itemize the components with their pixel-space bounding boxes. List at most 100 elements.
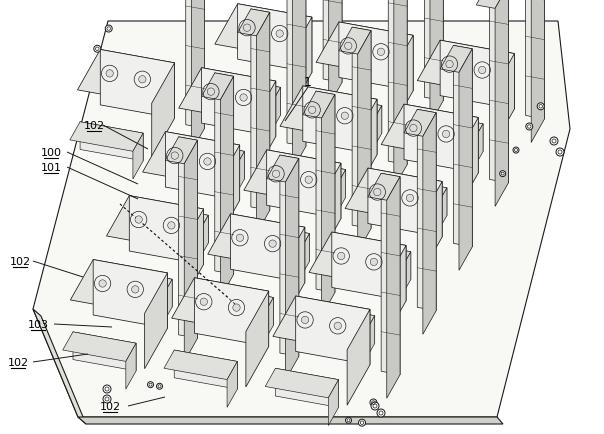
Circle shape — [359, 419, 365, 426]
Polygon shape — [384, 177, 447, 216]
Polygon shape — [172, 278, 269, 332]
Circle shape — [371, 402, 379, 410]
Polygon shape — [440, 41, 515, 110]
Circle shape — [446, 61, 453, 69]
Polygon shape — [347, 309, 370, 405]
Circle shape — [94, 46, 101, 53]
Text: 103: 103 — [28, 319, 48, 329]
Polygon shape — [234, 152, 245, 198]
Polygon shape — [181, 210, 204, 305]
Polygon shape — [440, 46, 472, 73]
Circle shape — [334, 322, 341, 330]
Circle shape — [103, 385, 111, 393]
Polygon shape — [73, 332, 136, 371]
Text: 102: 102 — [10, 256, 31, 266]
Circle shape — [442, 131, 450, 138]
Polygon shape — [339, 23, 413, 92]
Polygon shape — [348, 241, 411, 280]
Polygon shape — [390, 36, 413, 132]
Polygon shape — [404, 110, 436, 137]
Circle shape — [513, 148, 519, 154]
Polygon shape — [231, 214, 305, 283]
Polygon shape — [329, 380, 339, 426]
Polygon shape — [272, 159, 345, 188]
Polygon shape — [454, 46, 472, 247]
Polygon shape — [531, 0, 545, 143]
Polygon shape — [152, 64, 175, 159]
Circle shape — [106, 71, 114, 78]
Circle shape — [478, 67, 486, 75]
Circle shape — [269, 240, 276, 248]
Text: 102: 102 — [7, 357, 28, 367]
Polygon shape — [263, 298, 274, 344]
Polygon shape — [266, 156, 299, 183]
Polygon shape — [162, 279, 172, 326]
Circle shape — [135, 217, 143, 224]
Polygon shape — [273, 296, 370, 350]
Polygon shape — [425, 0, 443, 102]
Polygon shape — [109, 268, 172, 307]
Polygon shape — [321, 95, 335, 316]
Circle shape — [500, 171, 506, 177]
Polygon shape — [210, 286, 274, 326]
Circle shape — [309, 107, 316, 114]
Circle shape — [103, 395, 111, 403]
Polygon shape — [99, 268, 172, 298]
Polygon shape — [244, 151, 341, 204]
Polygon shape — [455, 118, 478, 214]
Polygon shape — [283, 159, 345, 198]
Circle shape — [406, 195, 414, 202]
Polygon shape — [495, 0, 509, 207]
Polygon shape — [246, 223, 310, 262]
Polygon shape — [217, 146, 240, 241]
Circle shape — [200, 298, 208, 306]
Circle shape — [378, 49, 385, 56]
Circle shape — [156, 383, 162, 389]
Polygon shape — [400, 252, 411, 298]
Polygon shape — [303, 87, 377, 155]
Polygon shape — [282, 228, 305, 323]
Polygon shape — [420, 113, 483, 152]
Circle shape — [272, 171, 280, 178]
Polygon shape — [309, 95, 382, 125]
Polygon shape — [292, 0, 306, 171]
Polygon shape — [253, 82, 276, 178]
Circle shape — [305, 177, 312, 184]
Polygon shape — [280, 156, 299, 357]
Circle shape — [99, 280, 106, 287]
Circle shape — [139, 76, 146, 84]
Polygon shape — [316, 92, 335, 293]
Polygon shape — [106, 196, 204, 250]
Polygon shape — [352, 28, 371, 229]
Polygon shape — [296, 296, 370, 365]
Polygon shape — [417, 41, 515, 95]
Polygon shape — [332, 233, 406, 301]
Text: 100: 100 — [40, 148, 62, 158]
Polygon shape — [323, 0, 342, 83]
Text: 102: 102 — [100, 401, 121, 411]
Polygon shape — [33, 309, 86, 424]
Polygon shape — [179, 69, 276, 122]
Text: 1: 1 — [304, 76, 312, 89]
Polygon shape — [316, 23, 413, 76]
Polygon shape — [200, 286, 274, 316]
Polygon shape — [280, 87, 377, 140]
Circle shape — [370, 399, 377, 406]
Polygon shape — [207, 77, 280, 106]
Circle shape — [338, 253, 345, 260]
Polygon shape — [217, 77, 280, 116]
Polygon shape — [368, 174, 400, 201]
Circle shape — [171, 152, 178, 160]
Circle shape — [370, 259, 378, 266]
Circle shape — [341, 113, 349, 120]
Circle shape — [301, 316, 309, 324]
Polygon shape — [215, 74, 234, 275]
Text: 102: 102 — [83, 121, 104, 131]
Polygon shape — [368, 169, 442, 237]
Polygon shape — [181, 141, 245, 180]
Polygon shape — [144, 273, 167, 369]
Polygon shape — [33, 22, 570, 417]
Polygon shape — [358, 32, 371, 253]
Circle shape — [168, 222, 175, 230]
Polygon shape — [215, 5, 312, 58]
